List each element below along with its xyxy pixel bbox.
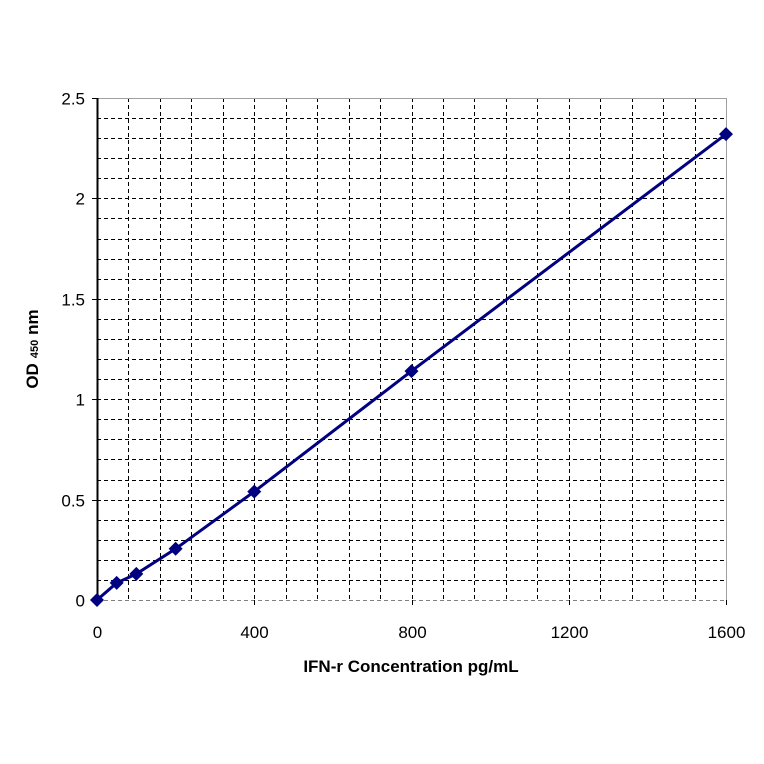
x-axis-ticks: 0 400 800 1200 1600: [93, 600, 746, 642]
x-axis-title: IFN-r Concentration pg/mL: [303, 657, 518, 676]
x-tick-label: 1200: [551, 623, 589, 642]
y-tick-label: 0.5: [61, 492, 85, 511]
y-axis-title-main: OD: [23, 363, 42, 389]
data-point-diamond-marker: [129, 566, 144, 581]
data-point-diamond-marker: [404, 364, 419, 379]
y-tick-label: 0: [76, 592, 85, 611]
y-tick-label: 2: [76, 190, 85, 209]
y-axis-ticks: 0 0.5 1 1.5 2 2.5: [61, 90, 97, 611]
y-tick-label: 2.5: [61, 90, 85, 109]
data-point-diamond-marker: [90, 593, 104, 607]
x-tick-label: 800: [398, 623, 426, 642]
data-point-diamond-marker: [719, 127, 733, 142]
data-point-diamond-marker: [247, 484, 262, 499]
y-axis-title: OD 450 nm: [23, 309, 42, 388]
data-point-diamond-marker: [168, 541, 183, 556]
plot-frame: [96, 98, 727, 601]
y-tick-label: 1.5: [61, 291, 85, 310]
data-series: [90, 127, 733, 607]
x-tick-label: 0: [93, 623, 102, 642]
gridlines: [97, 98, 726, 600]
y-axis-title-subscript: 450: [29, 340, 41, 358]
y-axis-title-unit: nm: [23, 309, 42, 335]
x-tick-label: 1600: [708, 623, 746, 642]
y-tick-label: 1: [76, 391, 85, 410]
data-point-diamond-marker: [109, 575, 124, 590]
x-tick-label: 400: [240, 623, 268, 642]
